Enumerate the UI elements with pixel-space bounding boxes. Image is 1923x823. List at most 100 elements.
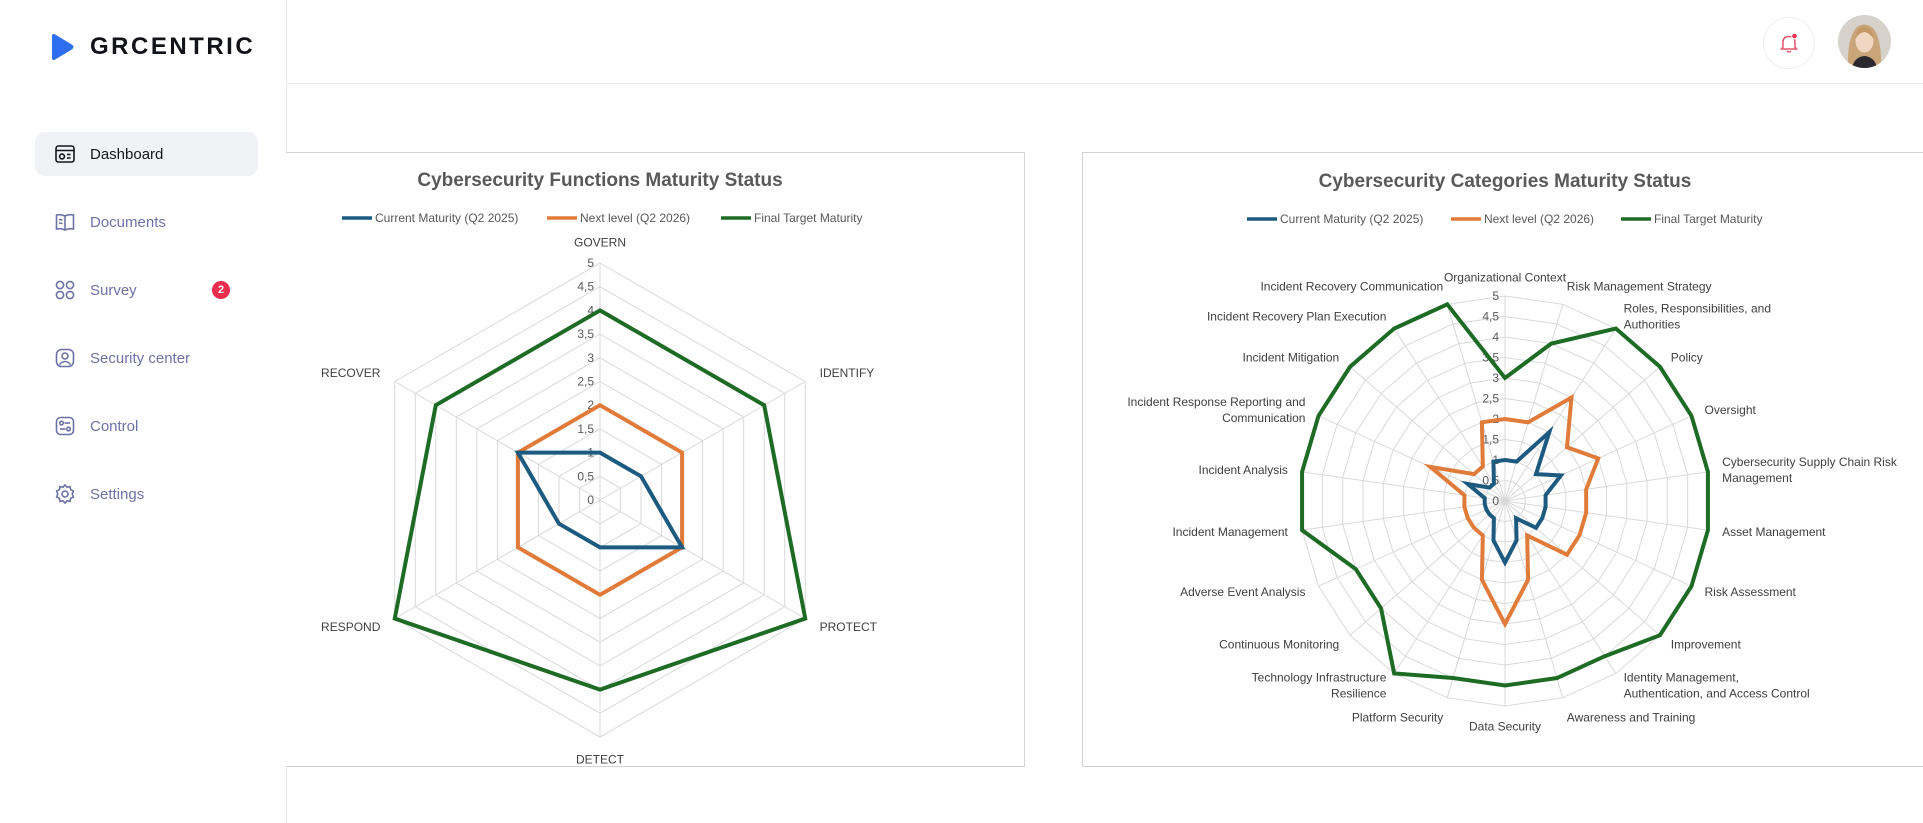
category-label: Incident Mitigation [1242, 350, 1339, 364]
category-label: Incident Recovery Plan Execution [1207, 309, 1386, 323]
avatar-portrait-icon [1838, 15, 1891, 68]
legend-item: Current Maturity (Q2 2025) [342, 211, 518, 225]
sidebar-item-documents[interactable]: Documents [35, 200, 258, 244]
tick-label: 5 [587, 256, 594, 270]
sidebar-item-survey[interactable]: Survey 2 [35, 268, 258, 312]
legend-label: Final Target Maturity [754, 211, 863, 225]
category-label: Technology Infrastructure Resilience [1252, 671, 1387, 701]
category-label: Roles, Responsibilities, and Authorities [1624, 301, 1771, 331]
series-line [1423, 393, 1601, 629]
category-label: Identity Management, Authentication, and … [1624, 671, 1810, 701]
grid-icon [55, 280, 75, 300]
book-icon [55, 213, 75, 231]
tick-label: 0 [1492, 494, 1499, 508]
category-label: Awareness and Training [1567, 710, 1696, 724]
legend-item: Final Target Maturity [1621, 212, 1763, 226]
category-label: Platform Security [1352, 710, 1443, 724]
legend-label: Current Maturity (Q2 2025) [375, 211, 518, 225]
tick-label: 0,5 [577, 469, 594, 483]
tick-label: 1,5 [1482, 433, 1499, 447]
legend-label: Next level (Q2 2026) [580, 211, 690, 225]
chart-title: Cybersecurity Functions Maturity Status [417, 170, 782, 191]
series-line [392, 308, 808, 692]
grid-spoke [394, 381, 601, 501]
sidebar-item-dashboard[interactable]: Dashboard [35, 132, 258, 176]
tick-label: 0 [587, 493, 594, 507]
sidebar-item-label: Control [90, 417, 139, 435]
category-label: PROTECT [820, 620, 878, 634]
grid-spoke [599, 381, 806, 501]
top-bar [287, 0, 1923, 84]
category-label: RESPOND [321, 620, 381, 634]
tick-label: 2,5 [1482, 392, 1499, 406]
tick-label: 4,5 [1482, 310, 1499, 324]
category-label: Incident Response Reporting and Communica… [1127, 395, 1305, 425]
grid-spoke [1504, 500, 1708, 531]
category-label: DETECT [576, 753, 625, 767]
sidebar-item-security-center[interactable]: Security center [35, 336, 258, 380]
category-label: Risk Assessment [1705, 585, 1797, 599]
legend-item: Current Maturity (Q2 2025) [1247, 212, 1423, 226]
sidebar-item-label: Survey [90, 281, 137, 299]
series-line [514, 450, 686, 550]
tick-label: 4,5 [577, 280, 594, 294]
sidebar-nav: Dashboard Documents Survey 2 [35, 132, 258, 540]
user-shield-icon [55, 348, 75, 368]
brand-name: GRCENTRIC [90, 33, 256, 60]
sidebar-item-control[interactable]: Control [35, 404, 258, 448]
category-label: Incident Management [1172, 525, 1288, 539]
gear-icon [55, 483, 75, 505]
category-label: IDENTIFY [820, 366, 875, 380]
category-label: Continuous Monitoring [1219, 638, 1339, 652]
tick-label: 1,5 [577, 422, 594, 436]
category-label: Asset Management [1722, 525, 1826, 539]
legend-label: Next level (Q2 2026) [1484, 212, 1594, 226]
category-label: Organizational Context [1444, 271, 1567, 285]
legend-item: Next level (Q2 2026) [1451, 212, 1594, 226]
grid-spoke [1504, 366, 1661, 502]
grid-spoke [1393, 500, 1506, 674]
brand-logo[interactable]: GRCENTRIC [46, 32, 255, 62]
tick-label: 2,5 [577, 375, 594, 389]
control-icon [55, 416, 75, 436]
category-label: Risk Management Strategy [1567, 280, 1712, 294]
sidebar: GRCENTRIC Dashboard Documents [0, 0, 287, 823]
legend-item: Final Target Maturity [721, 211, 863, 225]
legend-item: Next level (Q2 2026) [547, 211, 690, 225]
play-triangle-logo-icon [52, 33, 74, 61]
category-label: Cybersecurity Supply Chain Risk Managemen… [1722, 455, 1898, 485]
grid-spoke [1318, 415, 1506, 502]
grid-spoke [599, 499, 806, 619]
grid-spoke [1302, 471, 1506, 502]
categories-maturity-chart-panel: Cybersecurity Categories Maturity Status… [1082, 152, 1923, 767]
category-label: RECOVER [321, 366, 381, 380]
category-label: Oversight [1705, 403, 1757, 417]
notification-button[interactable] [1763, 17, 1815, 69]
series-line [1460, 425, 1565, 567]
sidebar-item-label: Dashboard [90, 145, 164, 163]
sidebar-item-label: Security center [90, 349, 191, 367]
grid-spoke [1349, 500, 1506, 636]
tick-label: 5 [1492, 289, 1499, 303]
chart-title: Cybersecurity Categories Maturity Status [1319, 171, 1692, 192]
category-label: Data Security [1469, 719, 1541, 733]
grid-spoke [1393, 328, 1506, 502]
survey-count-badge: 2 [212, 281, 230, 299]
sidebar-item-label: Settings [90, 485, 145, 503]
category-label: GOVERN [574, 235, 626, 249]
grid-spoke [1504, 328, 1617, 502]
sidebar-item-settings[interactable]: Settings [35, 472, 258, 516]
functions-maturity-radar-chart: Cybersecurity Functions Maturity Status C… [321, 170, 878, 767]
tick-label: 3,5 [577, 327, 594, 341]
grid-spoke [1302, 500, 1506, 531]
user-avatar[interactable] [1838, 15, 1891, 68]
dashboard-icon [55, 145, 75, 163]
sidebar-item-label: Documents [90, 213, 166, 231]
category-label: Adverse Event Analysis [1180, 585, 1305, 599]
series-line [1300, 301, 1710, 688]
grid-spoke [1504, 500, 1617, 674]
legend-label: Current Maturity (Q2 2025) [1280, 212, 1423, 226]
grid-spoke [1349, 366, 1506, 502]
grid-spoke [394, 499, 601, 619]
tick-label: 4 [587, 303, 594, 317]
